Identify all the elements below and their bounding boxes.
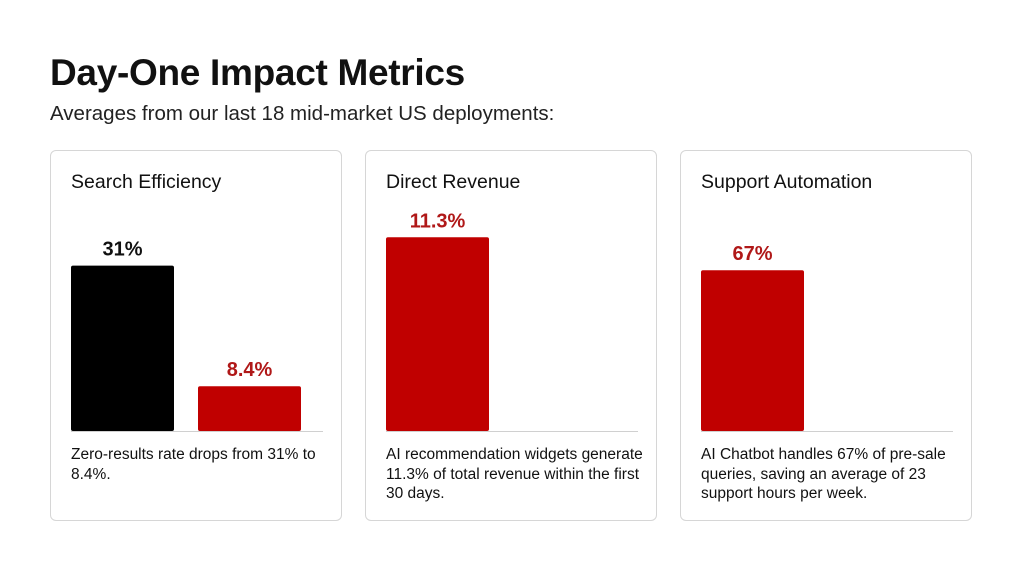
page-subtitle: Averages from our last 18 mid-market US …	[50, 102, 555, 125]
bar-value-label: 8.4%	[227, 359, 273, 381]
card-caption: Zero-results rate drops from 31% to 8.4%…	[71, 446, 316, 483]
page-title: Day-One Impact Metrics	[50, 52, 465, 93]
chart-support-automation: 67%	[701, 243, 953, 432]
card-direct-revenue: Direct Revenue 11.3% AI recommendation w…	[365, 150, 657, 521]
card-title: Search Efficiency	[71, 171, 222, 193]
card-title: Support Automation	[701, 171, 873, 193]
chart-search-efficiency: 31% 8.4%	[71, 239, 323, 432]
bar	[701, 270, 804, 431]
bar-value-label: 11.3%	[410, 210, 466, 232]
chart-direct-revenue: 11.3%	[386, 210, 638, 432]
bar	[386, 237, 489, 431]
bar	[71, 265, 174, 431]
bar-value-label: 31%	[102, 239, 142, 261]
bar	[198, 386, 301, 431]
card-caption: AI Chatbot handles 67% of pre-sale queri…	[701, 446, 946, 502]
card-caption: AI recommendation widgets generate 11.3%…	[386, 446, 643, 502]
card-support-automation: Support Automation 67% AI Chatbot handle…	[680, 150, 972, 521]
card-search-efficiency: Search Efficiency 31% 8.4% Zero-results r…	[50, 150, 342, 521]
card-title: Direct Revenue	[386, 171, 521, 193]
bar-value-label: 67%	[732, 243, 772, 265]
